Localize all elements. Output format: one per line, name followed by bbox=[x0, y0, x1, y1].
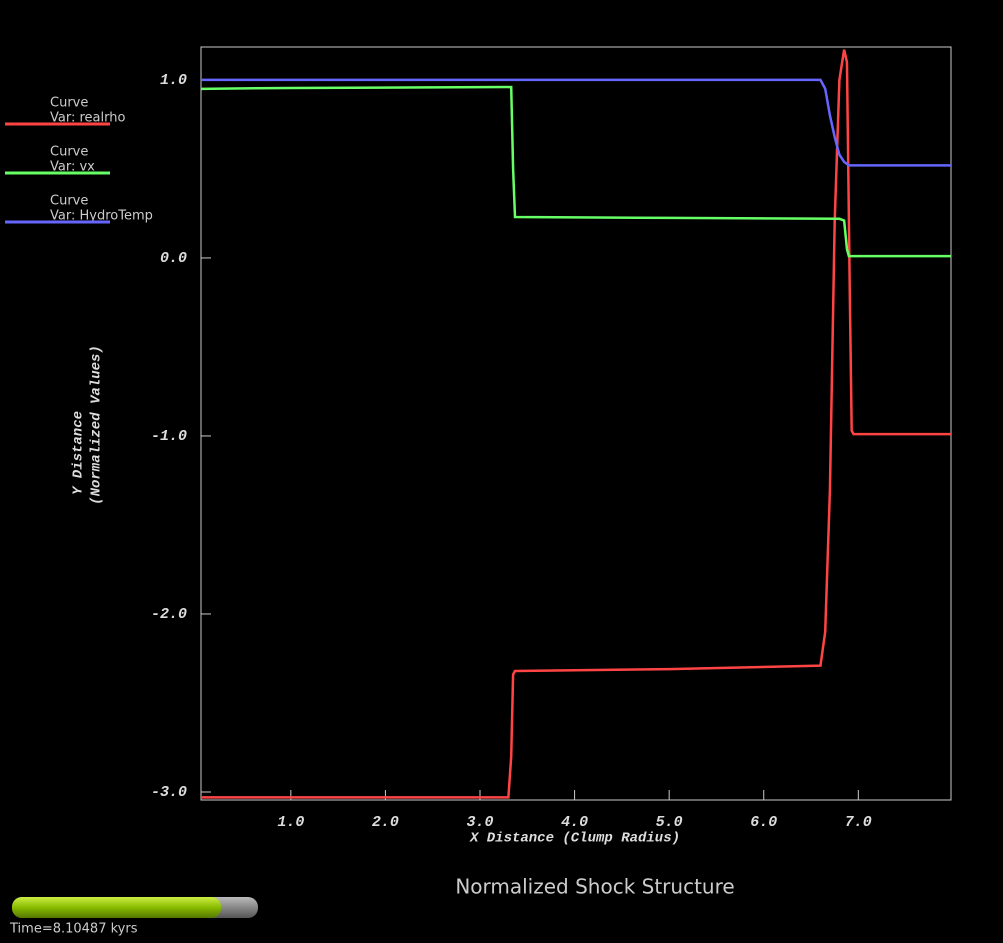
x-tick-label: 5.0 bbox=[656, 814, 683, 831]
legend-label: Var: HydroTemp bbox=[50, 209, 153, 224]
y-tick-label: -1.0 bbox=[151, 428, 187, 445]
y-tick-label: -3.0 bbox=[151, 784, 187, 801]
x-axis-label: X Distance (Clump Radius) bbox=[469, 831, 680, 847]
legend-title: Curve bbox=[50, 145, 88, 160]
x-tick-label: 3.0 bbox=[466, 814, 493, 831]
series-line bbox=[200, 85, 951, 258]
x-tick-label: 2.0 bbox=[372, 814, 399, 831]
y-axis-label-group: Y Distance (Normalized Values) bbox=[71, 345, 105, 505]
series-line bbox=[201, 49, 951, 799]
progress-fill bbox=[12, 897, 222, 918]
y-axis-label: (Normalized Values) bbox=[89, 345, 105, 505]
legend-label: Var: vx bbox=[50, 160, 95, 175]
series-line bbox=[201, 78, 951, 167]
y-tick-label: 0.0 bbox=[160, 250, 187, 267]
legend-label: Var: realrho bbox=[50, 111, 125, 126]
chart-title: Normalized Shock Structure bbox=[455, 875, 734, 899]
x-tick-label: 6.0 bbox=[750, 814, 777, 831]
y-tick-label: -2.0 bbox=[151, 606, 187, 623]
y-tick-label: 1.0 bbox=[160, 72, 187, 89]
plot-frame bbox=[200, 46, 952, 801]
y-axis-label: Y Distance bbox=[71, 411, 87, 495]
time-label: Time=8.10487 kyrs bbox=[9, 922, 138, 937]
x-tick-label: 7.0 bbox=[845, 814, 872, 831]
legend-title: Curve bbox=[50, 96, 88, 111]
x-tick-label: 4.0 bbox=[561, 814, 588, 831]
legend-title: Curve bbox=[50, 194, 88, 209]
x-tick-label: 1.0 bbox=[277, 814, 304, 831]
